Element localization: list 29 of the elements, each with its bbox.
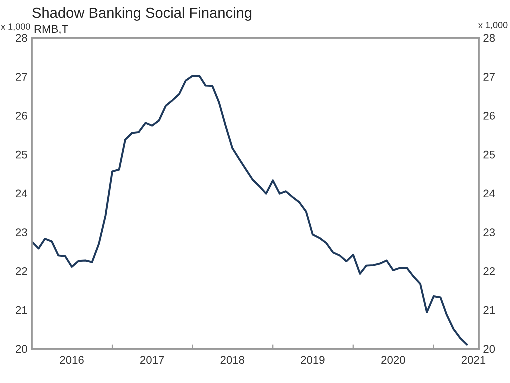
y-tick-label: 20 (16, 345, 28, 354)
y2-tick-label: 24 (484, 190, 496, 198)
y2-axis-title: x 1,000 (478, 22, 508, 30)
y-tick-label: 22 (16, 268, 28, 276)
chart-subtitle: RMB,T (34, 25, 68, 34)
y2-tick-label: 26 (484, 112, 496, 120)
x-tick-label: 2018 (220, 356, 244, 364)
y2-tick-label: 21 (484, 306, 495, 314)
y2-tick-label: 27 (484, 73, 495, 81)
y2-tick-label: 23 (484, 228, 496, 237)
y-tick-label: 24 (16, 190, 28, 198)
x-tick-label: 2020 (382, 356, 406, 364)
y2-tick-label: 20 (484, 345, 496, 354)
y-tick-label: 26 (16, 112, 28, 120)
x-tick-label: 2016 (60, 356, 84, 364)
x-tick-label: 2019 (301, 356, 325, 364)
y2-tick-label: 22 (484, 268, 495, 276)
y-tick-label: 25 (16, 150, 28, 159)
y2-tick-label: 28 (484, 34, 496, 42)
line-series (32, 75, 468, 346)
y-axis-title: x 1,000 (1, 24, 30, 32)
y2-tick-label: 25 (484, 150, 496, 159)
x-tick-label: 2017 (140, 356, 164, 364)
x-tick-label: 2021 (462, 356, 486, 364)
y-tick-label: 27 (16, 73, 28, 81)
y-tick-label: 21 (16, 306, 28, 314)
y-tick-label: 28 (16, 34, 28, 42)
chart-title: Shadow Banking Social Financing (32, 7, 252, 22)
y-tick-label: 23 (16, 228, 28, 237)
